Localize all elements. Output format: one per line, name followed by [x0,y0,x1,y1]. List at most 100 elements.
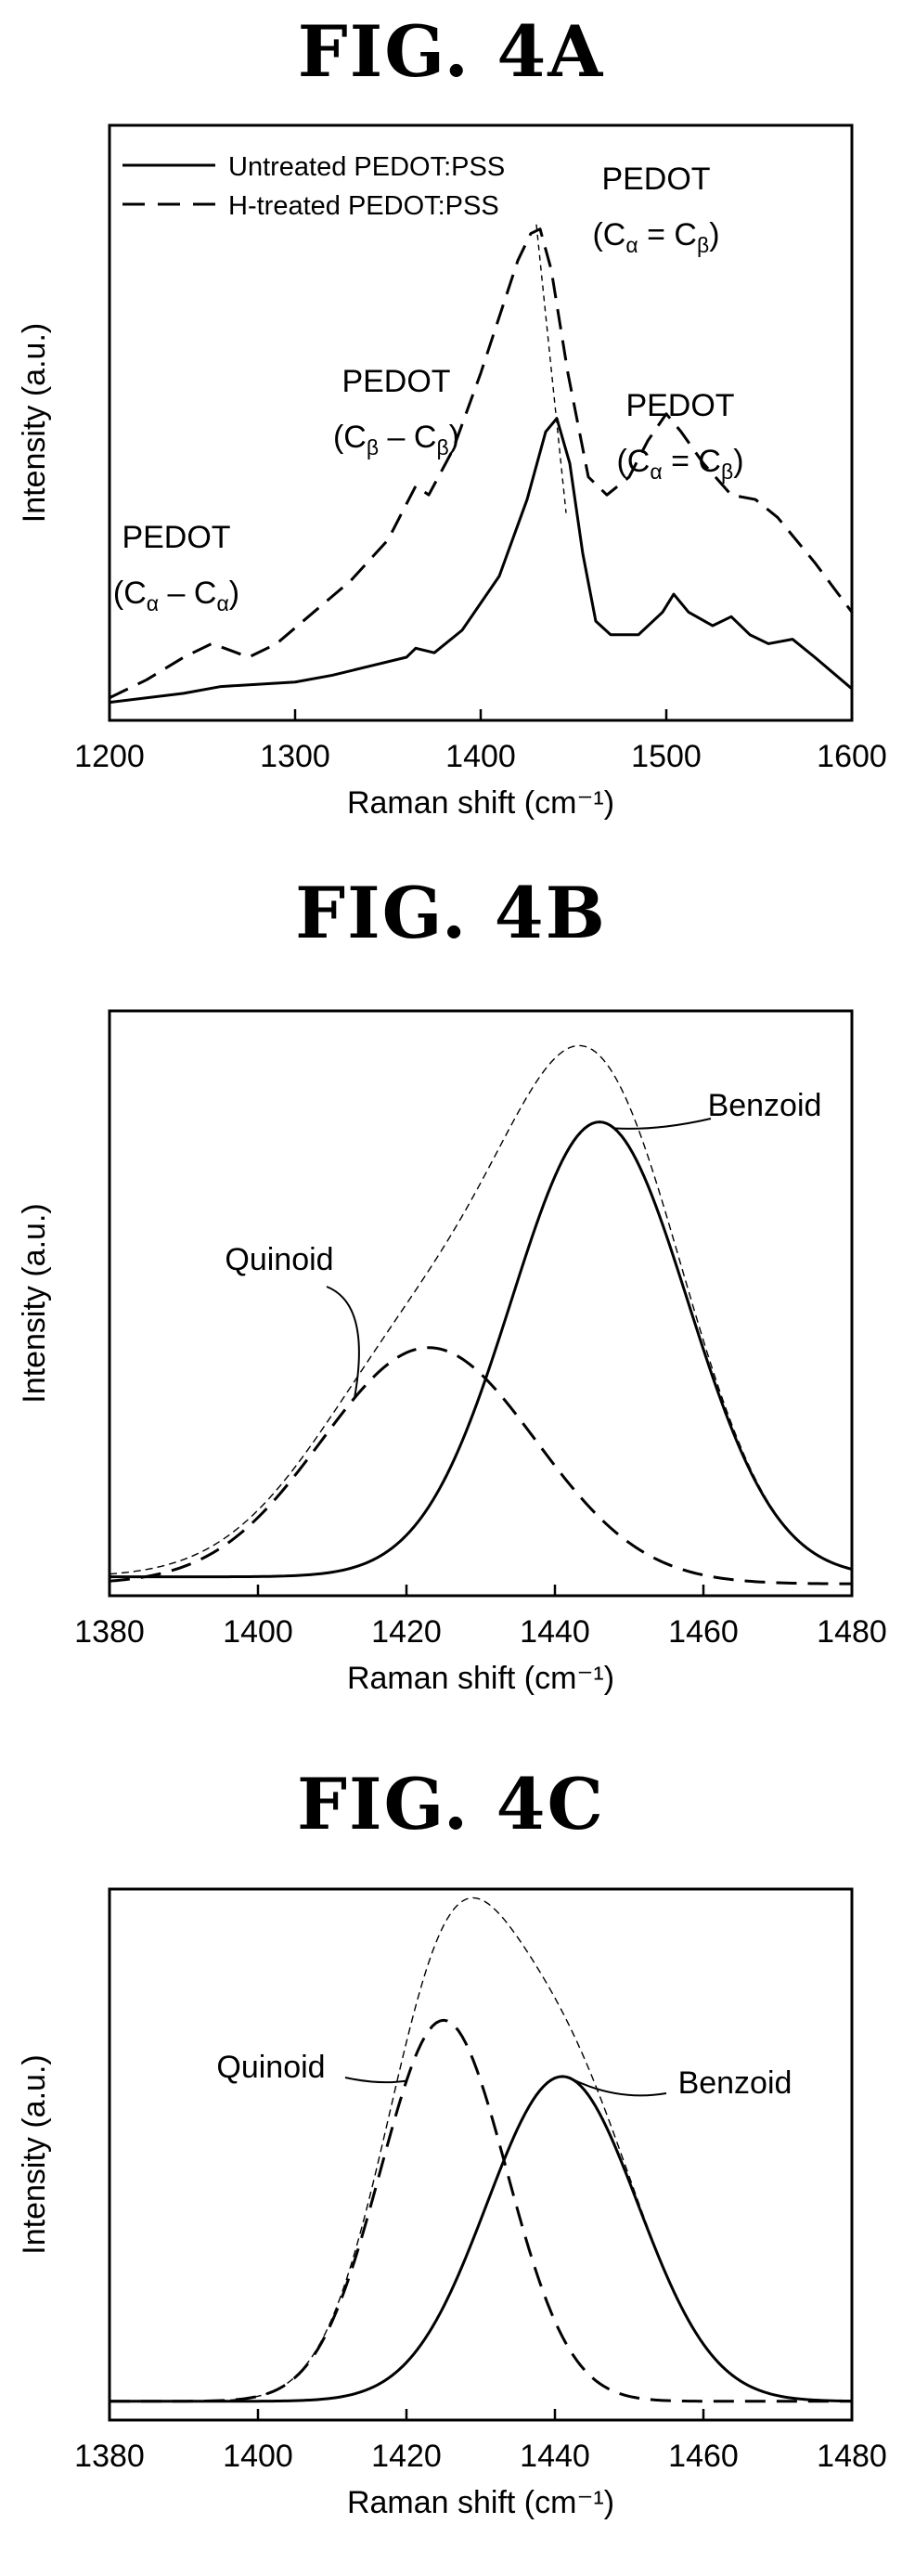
label-leader-line [613,1118,712,1130]
bond-text: ) [449,420,459,455]
bond-text: ( [592,217,603,252]
x-tick-label: 1460 [668,2439,739,2474]
series-benzoid-line [110,1120,852,1579]
legend-label: H-treated PEDOT:PSS [228,191,499,221]
series-benzoid-line [110,2075,852,2403]
peak-bond-label: (Cα = Cβ) [616,444,743,484]
bond-text: C [627,444,651,479]
legend-label: Untreated PEDOT:PSS [228,152,505,182]
peak-name-label: Benzoid [678,2065,792,2101]
plot-area [110,1896,852,2403]
x-axis-label: Raman shift (cm⁻¹) [347,1661,614,1696]
x-tick-label: 1300 [260,739,330,774]
x-tick-label: 1420 [371,1614,442,1650]
bond-text: C [343,420,367,455]
bond-subscript: β [436,435,448,460]
bond-text: ( [113,576,124,611]
figure-4c-plot: FIG. 4C 1380 1400 1420 1440 1460 1480 Raman shi… [17,1763,887,2520]
bond-text [159,576,167,611]
bond-text: – [388,420,406,455]
plot-frame [108,1887,854,2422]
x-tick-label: 1400 [223,2439,293,2474]
plot-area [110,1044,852,1586]
x-tick-label: 1600 [817,739,887,774]
bond-text: C [123,576,147,611]
bond-text [405,420,413,455]
bond-subscript: β [697,233,709,257]
y-axis-label: Intensity (a.u.) [17,323,52,523]
plot-frame [108,1009,854,1598]
series-h-treated-line [110,227,852,700]
bond-text: C [194,576,217,611]
peak-label: PEDOT [625,388,734,423]
bond-text: = [671,444,689,479]
x-tick-label: 1200 [74,739,145,774]
x-tick-label: 1380 [74,1614,145,1650]
bond-subscript: β [721,460,733,484]
bond-text [663,444,671,479]
peak-shift-guide-line [535,224,567,513]
peak-bond-label: (Cα – Cα) [113,576,239,615]
x-axis-label: Raman shift (cm⁻¹) [347,2485,614,2520]
figure-4a-plot: FIG. 4A 1200 1300 1400 1500 1600 Raman shift (… [17,10,887,821]
figure-4b-plot: FIG. 4B 1380 1400 1420 1440 1460 1480 Raman shi… [17,872,887,1696]
label-leader-line [326,1286,360,1399]
envelope-sum-line [110,1044,852,1575]
bond-text: C [698,444,721,479]
series-quinoid-line [110,1346,852,1586]
bond-subscript: α [650,460,662,484]
bond-subscript: α [147,591,159,615]
x-tick-label: 1480 [817,1614,887,1650]
peak-label: PEDOT [341,364,450,399]
bond-text [665,217,674,252]
peak-label: PEDOT [601,162,710,197]
bond-text: ( [333,420,344,455]
series-untreated-line [110,417,852,705]
x-tick-label: 1500 [631,739,702,774]
bond-text: = [647,217,665,252]
bond-subscript: β [367,435,379,460]
figure-title: FIG. 4C [297,1763,605,1845]
bond-text: ) [229,576,239,611]
y-axis-label: Intensity (a.u.) [17,2054,52,2254]
figure-4c: FIG. 4C 1380 1400 1420 1440 1460 1480 Raman shi… [0,1717,902,2576]
label-leader-line [344,2077,407,2084]
peak-bond-label: (Cβ – Cβ) [333,420,459,460]
bond-text [379,420,387,455]
bond-text: ) [733,444,743,479]
figure-4a: FIG. 4A 1200 1300 1400 1500 1600 Raman shift (… [0,0,902,835]
bond-text: C [674,217,697,252]
x-tick-label: 1400 [223,1614,293,1650]
x-axis-label: Raman shift (cm⁻¹) [347,785,614,821]
x-tick-label: 1420 [371,2439,442,2474]
x-tick-label: 1400 [445,739,516,774]
bond-text [185,576,193,611]
y-axis-label: Intensity (a.u.) [17,1203,52,1403]
bond-text: C [603,217,626,252]
bond-text: ) [709,217,719,252]
figure-4b: FIG. 4B 1380 1400 1420 1440 1460 1480 Raman shi… [0,835,902,1717]
peak-name-label: Quinoid [216,2050,325,2085]
envelope-sum-line [110,1896,852,2402]
x-tick-label: 1460 [668,1614,739,1650]
bond-text [638,217,647,252]
label-leader-line [569,2077,667,2097]
bond-text: – [168,576,186,611]
peak-label: PEDOT [122,520,230,555]
bond-subscript: α [216,591,228,615]
peak-name-label: Quinoid [225,1242,333,1277]
peak-name-label: Benzoid [708,1088,822,1123]
x-tick-label: 1480 [817,2439,887,2474]
x-tick-label: 1380 [74,2439,145,2474]
bond-subscript: α [625,233,638,257]
figure-title: FIG. 4B [295,872,607,954]
x-tick-label: 1440 [520,1614,590,1650]
peak-bond-label: (Cα = Cβ) [592,217,719,257]
x-tick-label: 1440 [520,2439,590,2474]
series-quinoid-line [110,2018,852,2403]
bond-text [689,444,698,479]
figure-title: FIG. 4A [298,10,604,93]
bond-text: ( [616,444,627,479]
bond-text: C [414,420,437,455]
plot-area [110,224,852,705]
